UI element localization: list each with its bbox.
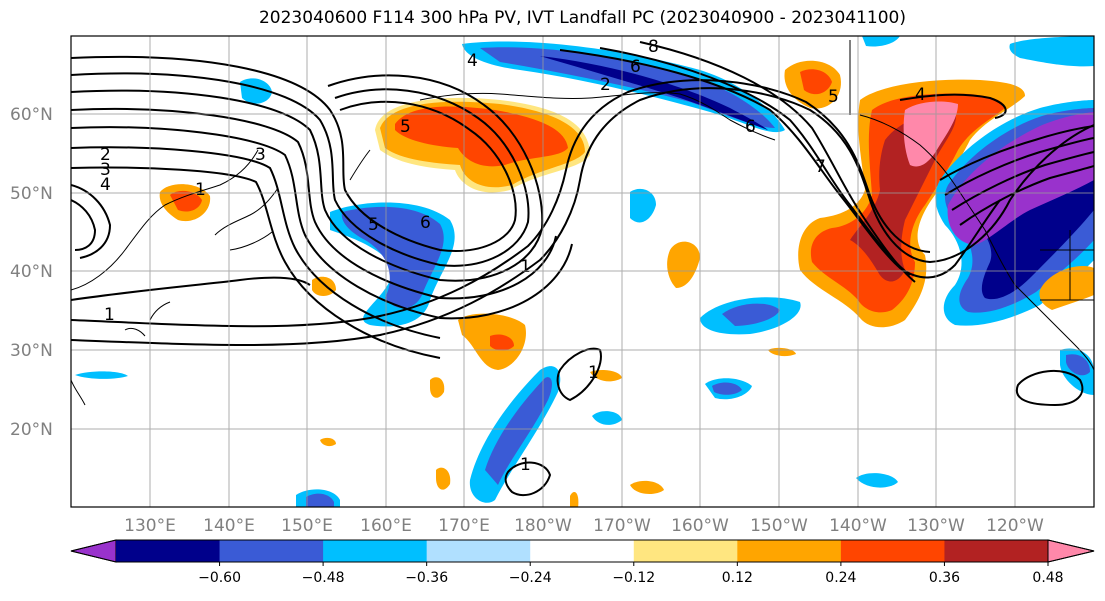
lon-label: 140°E [203, 516, 255, 536]
lat-label: 20°N [10, 420, 53, 440]
contour-label: 6 [745, 117, 756, 137]
colorbar-segment [737, 540, 842, 562]
contour-label: 7 [815, 157, 826, 177]
contour-label: 3 [255, 145, 266, 165]
contour-label: 6 [630, 57, 641, 77]
colorbar-segment [530, 540, 635, 562]
colorbar-tick-label: −0.36 [405, 570, 448, 586]
contour-label: 4 [467, 51, 478, 71]
contour-label: 5 [828, 87, 839, 107]
colorbar-segment [323, 540, 428, 562]
contour-label: 1 [588, 363, 599, 383]
colorbar-tick-label: 0.36 [929, 570, 960, 586]
colorbar-segment [219, 540, 324, 562]
contour-label: 5 [368, 215, 379, 235]
lat-label: 30°N [10, 341, 53, 361]
colorbar-tick-label: −0.24 [509, 570, 552, 586]
colorbar-tick-label: 0.48 [1032, 570, 1063, 586]
lat-label: 40°N [10, 262, 53, 282]
pv-contours [71, 41, 1094, 497]
colorbar-segment [633, 540, 738, 562]
colorbar-segment [116, 540, 221, 562]
contour-label: 2 [100, 145, 111, 165]
lon-label: 150°E [281, 516, 333, 536]
colorbar: −0.60 −0.48 −0.36 −0.24 −0.12 0.12 0.24 0.36 0.4… [70, 539, 1095, 586]
lon-label: 120°W [986, 516, 1044, 536]
lon-label: 170°E [438, 516, 490, 536]
colorbar-tick-label: −0.12 [612, 570, 655, 586]
contour-label: 4 [100, 175, 111, 195]
contour-labels: 2 3 4 1 1 3 5 6 4 5 1 6 2 8 6 7 5 4 1 1 [100, 37, 926, 475]
colorbar-tick-label: −0.48 [302, 570, 345, 586]
contour-label: 5 [400, 117, 411, 137]
colorbar-segment [944, 540, 1049, 562]
colorbar-segment [426, 540, 531, 562]
gridlines [71, 36, 1094, 507]
contour-label: 1 [104, 305, 115, 325]
lon-label: 140°W [829, 516, 887, 536]
lon-label: 150°W [750, 516, 808, 536]
colorbar-tick-label: 0.12 [722, 570, 753, 586]
contour-label: 4 [915, 85, 926, 105]
lat-label: 60°N [10, 105, 53, 125]
longitude-labels: 130°E 140°E 150°E 160°E 170°E 180°W 170°… [124, 516, 1044, 536]
contour-label: 6 [420, 213, 431, 233]
contour-label: 1 [195, 180, 206, 200]
lon-label: 170°W [593, 516, 651, 536]
colorbar-tick-label: 0.24 [825, 570, 856, 586]
lat-label: 50°N [10, 184, 53, 204]
lon-label: 180°W [514, 516, 572, 536]
lon-label: 130°E [124, 516, 176, 536]
contour-label: 8 [648, 37, 659, 57]
colorbar-extend-min [70, 539, 117, 563]
lon-label: 160°W [671, 516, 729, 536]
lon-label: 130°W [907, 516, 965, 536]
lon-label: 160°E [360, 516, 412, 536]
figure-title: 2023040600 F114 300 hPa PV, IVT Landfall… [258, 8, 906, 28]
latitude-labels: 60°N 50°N 40°N 30°N 20°N [10, 105, 53, 440]
contour-label: 2 [600, 75, 611, 95]
colorbar-extend-max [1047, 539, 1095, 563]
colorbar-tick-label: −0.60 [198, 570, 241, 586]
contour-label: 3 [100, 160, 111, 180]
colorbar-outline [70, 539, 1095, 563]
colorbar-segment [840, 540, 945, 562]
map-frame [70, 35, 1095, 508]
contour-label: 1 [520, 257, 531, 277]
contour-label: 1 [520, 455, 531, 475]
